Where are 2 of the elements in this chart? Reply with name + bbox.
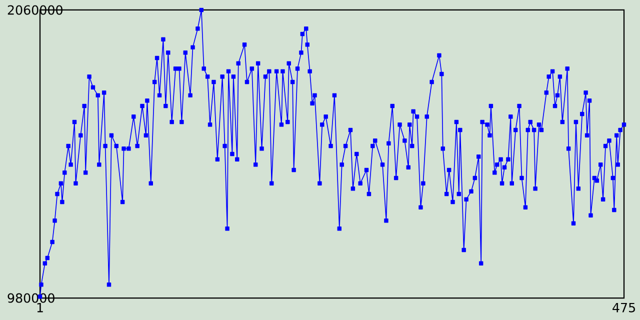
x-tick-label: 475	[612, 302, 635, 312]
x-tick-label: 1	[37, 302, 43, 312]
